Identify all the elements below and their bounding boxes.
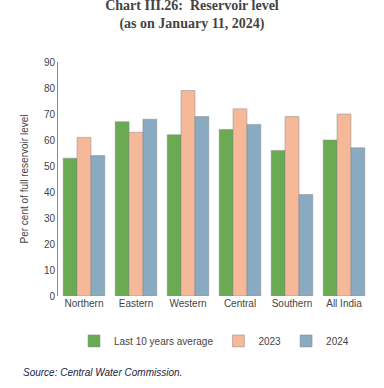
svg-text:Source: Central Water Commissi: Source: Central Water Commission.	[23, 367, 182, 378]
svg-text:80: 80	[44, 83, 56, 94]
svg-text:70: 70	[44, 109, 56, 120]
svg-text:10: 10	[44, 265, 56, 276]
svg-text:Western: Western	[169, 298, 206, 309]
svg-text:20: 20	[44, 239, 56, 250]
svg-text:Eastern: Eastern	[119, 298, 153, 309]
svg-text:All India: All India	[326, 298, 362, 309]
svg-text:60: 60	[44, 135, 56, 146]
svg-text:50: 50	[44, 161, 56, 172]
svg-text:Central: Central	[224, 298, 256, 309]
svg-text:90: 90	[44, 57, 56, 68]
svg-text:Chart III.26: Reservoir level: Chart III.26: Reservoir level(as on Janu…	[105, 0, 279, 32]
svg-text:Per cent of full reservoir lev: Per cent of full reservoir level	[19, 115, 30, 244]
svg-text:Northern: Northern	[65, 298, 104, 309]
svg-text:2024: 2024	[326, 336, 349, 347]
svg-text:30: 30	[44, 213, 56, 224]
svg-text:Southern: Southern	[272, 298, 313, 309]
svg-text:40: 40	[44, 187, 56, 198]
svg-text:0: 0	[49, 291, 55, 302]
svg-text:Last 10 years average: Last 10 years average	[114, 336, 213, 347]
svg-text:2023: 2023	[258, 336, 281, 347]
